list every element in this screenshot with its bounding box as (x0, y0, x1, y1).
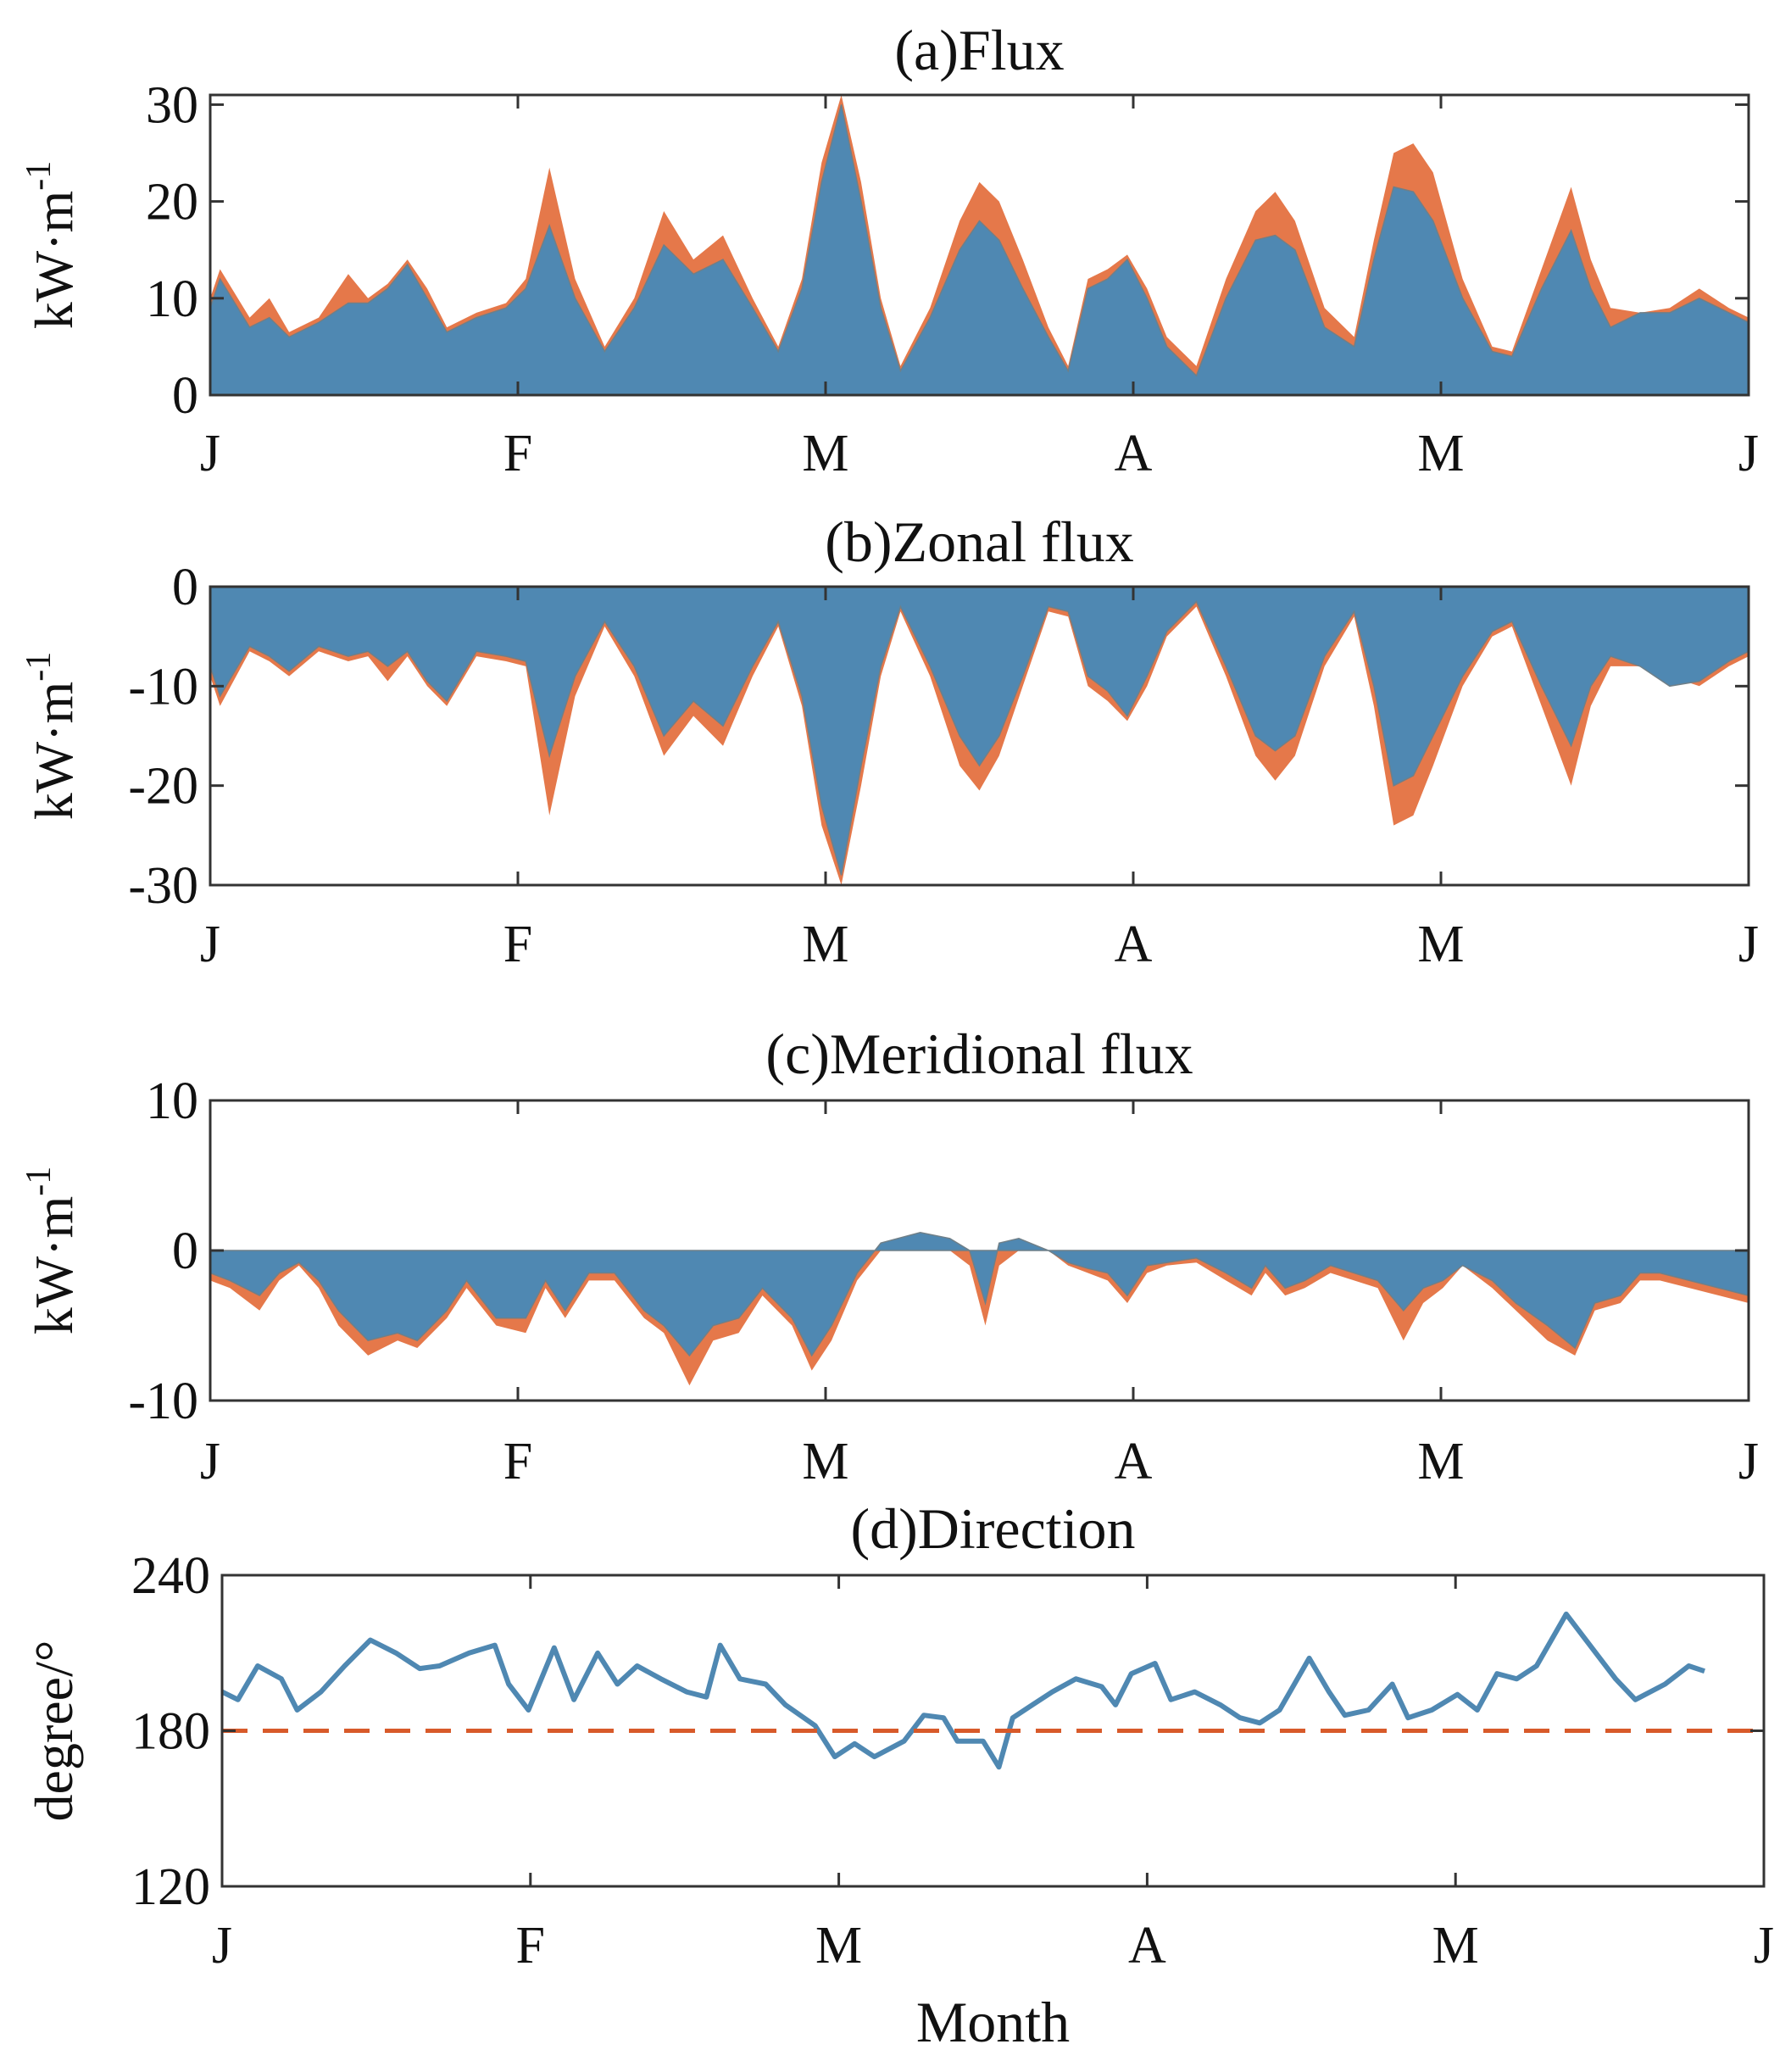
x-tick-label: J (200, 916, 220, 973)
panel-title: (a)Flux (894, 18, 1064, 82)
series-blue-area (209, 586, 1749, 876)
x-tick-label: A (1115, 916, 1153, 973)
x-tick-label: M (1417, 425, 1464, 482)
y-tick-label: -10 (128, 1373, 198, 1430)
x-tick-label: F (503, 1433, 532, 1490)
x-tick-label: J (200, 1433, 220, 1490)
y-tick-label: 0 (172, 367, 198, 425)
y-axis-label-superscript: -1 (19, 652, 58, 682)
y-axis-label-superscript: -1 (19, 161, 58, 191)
y-tick-label: 0 (172, 1223, 198, 1280)
series-blue-area (209, 104, 1749, 396)
x-tick-label: J (200, 425, 220, 482)
x-tick-label: A (1115, 1433, 1153, 1490)
y-tick-label: 20 (146, 174, 198, 231)
panel-title: (c)Meridional flux (765, 1022, 1193, 1086)
y-tick-label: 240 (131, 1547, 210, 1605)
x-tick-label: M (1432, 1917, 1479, 1975)
y-axis-label-text: kW·m (24, 191, 84, 330)
y-tick-label: 0 (172, 559, 198, 616)
x-tick-label: M (802, 425, 848, 482)
x-tick-label: F (516, 1917, 545, 1975)
y-axis-label: kW·m-1 (19, 161, 84, 330)
y-tick-label: -10 (128, 658, 198, 716)
y-tick-label: 180 (131, 1703, 210, 1761)
x-tick-label: A (1128, 1917, 1166, 1975)
x-axis-label: Month (916, 1990, 1070, 2054)
x-tick-label: J (212, 1917, 232, 1975)
x-tick-label: M (1417, 1433, 1464, 1490)
x-tick-label: J (1738, 1433, 1759, 1490)
x-tick-label: J (1738, 916, 1759, 973)
x-tick-label: F (503, 425, 532, 482)
panel-title: (d)Direction (850, 1496, 1135, 1561)
y-tick-label: 120 (131, 1858, 210, 1916)
y-axis-label-text: kW·m (24, 1196, 84, 1335)
y-axis-label-text: degree/° (24, 1640, 84, 1822)
y-tick-label: 10 (146, 1072, 198, 1130)
y-axis-label: degree/° (24, 1640, 84, 1822)
x-tick-label: M (802, 1433, 848, 1490)
y-axis-label: kW·m-1 (19, 652, 84, 821)
panel-title: (b)Zonal flux (825, 510, 1133, 574)
x-tick-label: M (815, 1917, 862, 1975)
x-tick-label: J (1738, 425, 1759, 482)
x-tick-label: A (1115, 425, 1153, 482)
series-orange-area (210, 1243, 1749, 1386)
plot-frame (209, 585, 1750, 887)
y-tick-label: 10 (146, 270, 198, 328)
y-axis-label: kW·m-1 (19, 1167, 84, 1335)
x-tick-label: M (802, 916, 848, 973)
direction-line (220, 1611, 1705, 1770)
x-tick-label: J (1754, 1917, 1774, 1975)
x-tick-label: F (503, 916, 532, 973)
y-axis-label-superscript: -1 (19, 1167, 58, 1196)
panel-1: (a)Flux 0 10 20 30 J F M A M JkW·m-1 (19, 18, 1759, 482)
x-tick-label: M (1417, 916, 1464, 973)
plot-frame (209, 93, 1750, 397)
series-blue-area (209, 1232, 1749, 1357)
y-tick-label: 30 (146, 76, 198, 134)
y-tick-label: -30 (128, 857, 198, 915)
y-axis-label-text: kW·m (24, 682, 84, 821)
y-tick-label: -20 (128, 758, 198, 816)
